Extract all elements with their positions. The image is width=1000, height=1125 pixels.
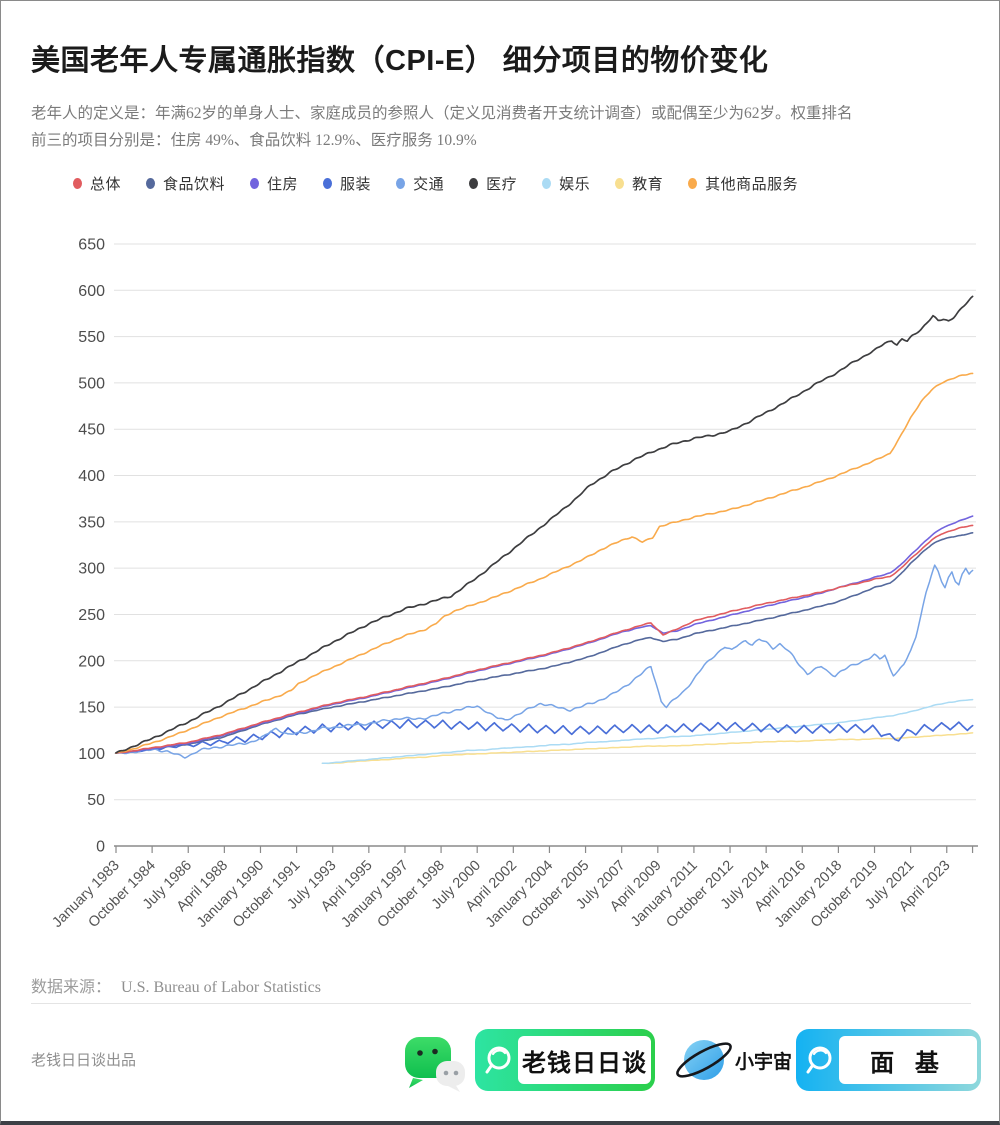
legend-label: 其他商品服务	[705, 176, 799, 193]
legend-dot-icon	[615, 178, 625, 189]
svg-text:600: 600	[78, 283, 105, 300]
legend-item-3: 服装	[323, 173, 371, 194]
legend-dot-icon	[469, 178, 479, 189]
legend-label: 服装	[340, 176, 372, 193]
svg-text:250: 250	[78, 607, 105, 624]
svg-text:50: 50	[87, 792, 105, 809]
legend-label: 教育	[632, 176, 664, 193]
wechat-badge-box: 老钱日日谈	[518, 1036, 651, 1084]
wechat-badge-label: 老钱日日谈	[522, 1049, 647, 1077]
legend-label: 娱乐	[559, 176, 591, 193]
legend-dot-icon	[396, 178, 406, 189]
svg-text:0: 0	[96, 839, 105, 856]
legend-dot-icon	[688, 178, 698, 189]
svg-text:650: 650	[78, 237, 105, 254]
legend-dot-icon	[542, 178, 552, 189]
svg-text:150: 150	[78, 700, 105, 717]
mianji-badge-label: 面 基	[870, 1049, 946, 1077]
subtitle: 老年人的定义是：年满62岁的单身人士、家庭成员的参照人（定义见消费者开支统计调查…	[31, 101, 971, 154]
legend-item-5: 医疗	[469, 173, 517, 194]
mianji-search-badge[interactable]: 面 基	[796, 1029, 981, 1091]
wechat-search-badge[interactable]: 老钱日日谈	[475, 1029, 655, 1091]
svg-text:300: 300	[78, 561, 105, 578]
legend-item-4: 交通	[396, 173, 444, 194]
svg-text:500: 500	[78, 375, 105, 392]
legend-item-8: 其他商品服务	[688, 173, 798, 194]
legend-dot-icon	[146, 178, 156, 189]
legend-item-0: 总体	[73, 173, 121, 194]
xiaoyuzhou-planet-icon[interactable]	[675, 1029, 735, 1089]
producer-credit: 老钱日日谈出品	[31, 1053, 137, 1069]
svg-text:450: 450	[78, 422, 105, 439]
legend-dot-icon	[250, 178, 260, 189]
legend-item-1: 食品饮料	[146, 173, 225, 194]
wechat-icon[interactable]	[403, 1034, 467, 1094]
data-source-text: U.S. Bureau of Labor Statistics	[121, 979, 321, 996]
svg-text:350: 350	[78, 514, 105, 531]
legend-label: 食品饮料	[163, 176, 226, 193]
legend-label: 住房	[267, 176, 299, 193]
legend-dot-icon	[73, 178, 82, 189]
subtitle-line-2: 前三的项目分别是：住房 49%、食品饮料 12.9%、医疗服务 10.9%	[31, 131, 477, 149]
svg-text:100: 100	[78, 746, 105, 763]
data-source: 数据来源： U.S. Bureau of Labor Statistics	[31, 973, 321, 997]
svg-text:200: 200	[78, 653, 105, 670]
page-title: 美国老年人专属通胀指数（CPI-E） 细分项目的物价变化	[31, 45, 769, 77]
legend-label: 医疗	[486, 176, 518, 193]
xiaoyuzhou-label: 小宇宙	[735, 1052, 793, 1073]
legend-label: 交通	[413, 176, 445, 193]
subtitle-line-1: 老年人的定义是：年满62岁的单身人士、家庭成员的参照人（定义见消费者开支统计调查…	[31, 105, 853, 122]
svg-text:550: 550	[78, 329, 105, 346]
legend-item-6: 娱乐	[542, 173, 590, 194]
chart-legend: 总体 食品饮料 住房 服装 交通 医疗 娱乐 教育 其他商品服务	[73, 173, 798, 194]
footer-divider	[31, 1003, 971, 1004]
legend-label: 总体	[90, 176, 122, 193]
search-icon	[485, 1046, 511, 1074]
data-source-prefix: 数据来源：	[31, 979, 112, 996]
mianji-badge-box: 面 基	[839, 1036, 977, 1084]
svg-text:400: 400	[78, 468, 105, 485]
legend-dot-icon	[323, 178, 333, 189]
search-icon	[806, 1046, 832, 1074]
legend-item-7: 教育	[615, 173, 663, 194]
legend-item-2: 住房	[250, 173, 298, 194]
